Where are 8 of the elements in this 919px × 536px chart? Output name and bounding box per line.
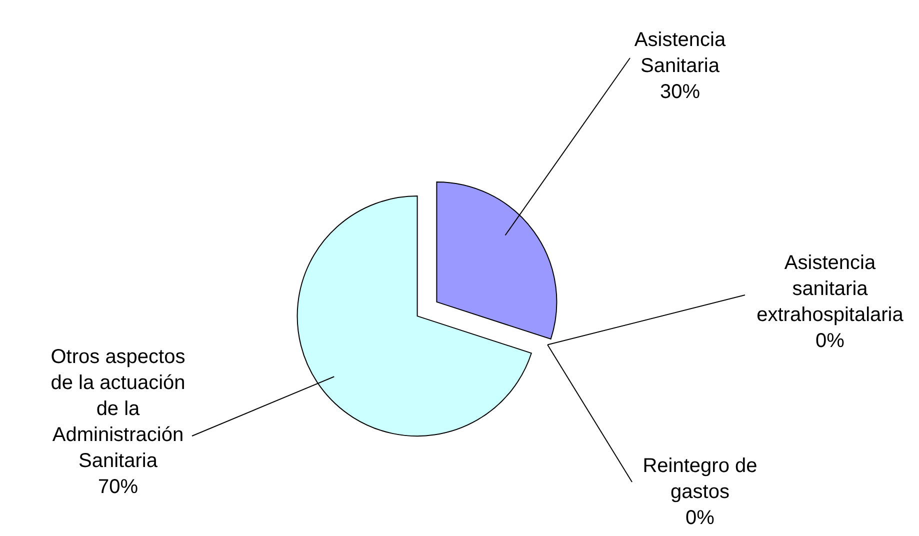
slice-label: Otros aspectos de la actuación de la Administración Sanitaria xyxy=(50,346,186,472)
data-label: 30% xyxy=(660,81,700,103)
slice-label: Asistencia Sanitaria xyxy=(634,29,726,77)
category-label: Reintegro de gastos xyxy=(642,455,758,503)
text: 0% xyxy=(816,330,844,352)
category-label: Asistencia sanitaria extrahospitalaria xyxy=(756,252,904,326)
text: 0% xyxy=(686,507,714,529)
data-label: 70% xyxy=(98,476,138,498)
